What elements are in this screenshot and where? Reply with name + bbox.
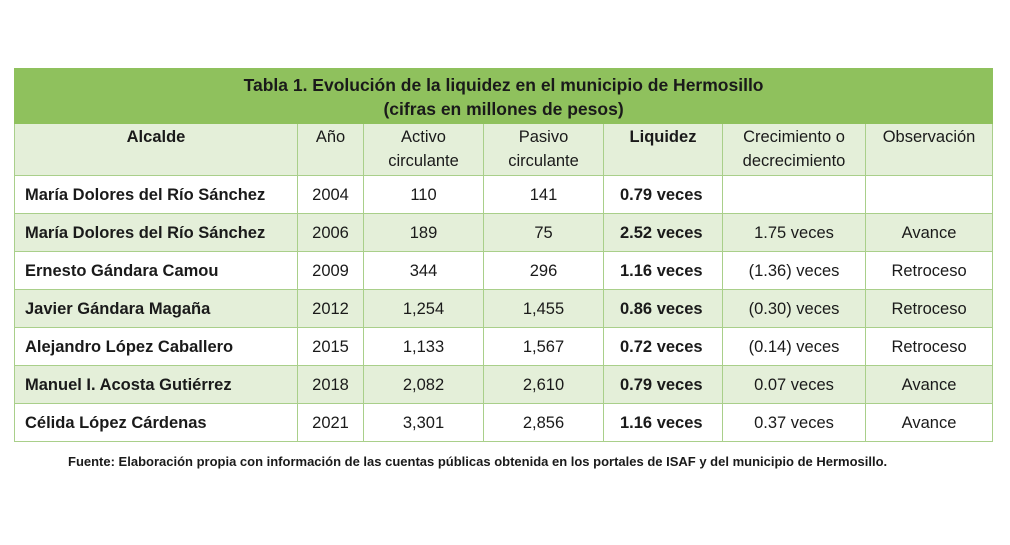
header-crecimiento-line-1: Crecimiento o [743,128,845,146]
cell-crecimiento: 0.07 veces [722,365,866,404]
cell-activo: 2,082 [363,365,484,404]
header-activo: Activo circulante [363,123,484,176]
cell-observacion: Retroceso [864,251,994,290]
header-pasivo: Pasivo circulante [483,123,604,176]
cell-observacion: Avance [864,403,994,442]
header-activo-line-2: circulante [388,152,459,170]
cell-alcalde: Ernesto Gándara Camou [14,251,298,290]
cell-pasivo: 1,455 [483,289,604,328]
cell-anio: 2015 [297,327,364,366]
cell-crecimiento: 1.75 veces [722,213,866,252]
cell-activo: 189 [363,213,484,252]
cell-observacion: Retroceso [864,289,994,328]
cell-alcalde: María Dolores del Río Sánchez [14,213,298,252]
table-title: Tabla 1. Evolución de la liquidez en el … [13,68,994,124]
header-anio: Año [297,123,364,176]
header-activo-line-1: Activo [401,128,446,146]
table-row: María Dolores del Río Sánchez 2006 189 7… [14,213,994,252]
table-row: Célida López Cárdenas 2021 3,301 2,856 1… [14,403,994,442]
cell-activo: 1,133 [363,327,484,366]
cell-alcalde: María Dolores del Río Sánchez [14,175,298,214]
cell-pasivo: 2,856 [483,403,604,442]
cell-liquidez: 1.16 veces [603,403,723,442]
cell-anio: 2004 [297,175,364,214]
table-header-row: Alcalde Año Activo circulante Pasivo cir… [14,123,994,176]
table-row: Javier Gándara Magaña 2012 1,254 1,455 0… [14,289,994,328]
cell-crecimiento: (0.14) veces [722,327,866,366]
cell-liquidez: 0.86 veces [603,289,723,328]
cell-anio: 2006 [297,213,364,252]
liquidity-table: Tabla 1. Evolución de la liquidez en el … [13,68,994,442]
cell-anio: 2012 [297,289,364,328]
table-title-line-1: Tabla 1. Evolución de la liquidez en el … [243,75,764,95]
cell-observacion: Avance [864,213,994,252]
cell-crecimiento: (1.36) veces [722,251,866,290]
header-crecimiento: Crecimiento o decrecimiento [722,123,866,176]
table-row: María Dolores del Río Sánchez 2004 110 1… [14,175,994,214]
header-pasivo-line-2: circulante [508,152,579,170]
cell-alcalde: Alejandro López Caballero [14,327,298,366]
cell-activo: 110 [363,175,484,214]
cell-anio: 2018 [297,365,364,404]
cell-alcalde: Javier Gándara Magaña [14,289,298,328]
header-liquidez: Liquidez [603,123,723,176]
cell-alcalde: Manuel I. Acosta Gutiérrez [14,365,298,404]
table-title-line-2: (cifras en millones de pesos) [383,99,624,119]
cell-pasivo: 1,567 [483,327,604,366]
table-row: Alejandro López Caballero 2015 1,133 1,5… [14,327,994,366]
liquidity-table-container: Tabla 1. Evolución de la liquidez en el … [13,68,994,442]
header-crecimiento-line-2: decrecimiento [742,152,846,170]
table-row: Ernesto Gándara Camou 2009 344 296 1.16 … [14,251,994,290]
cell-activo: 344 [363,251,484,290]
cell-observacion [864,175,994,214]
header-observacion: Observación [864,123,994,176]
cell-liquidez: 0.79 veces [603,175,723,214]
cell-liquidez: 1.16 veces [603,251,723,290]
cell-liquidez: 2.52 veces [603,213,723,252]
cell-pasivo: 296 [483,251,604,290]
header-alcalde: Alcalde [14,123,298,176]
header-pasivo-line-1: Pasivo [518,128,569,146]
cell-crecimiento: (0.30) veces [722,289,866,328]
source-note: Fuente: Elaboración propia con informaci… [68,454,888,469]
cell-observacion: Avance [864,365,994,404]
cell-observacion: Retroceso [864,327,994,366]
cell-activo: 3,301 [363,403,484,442]
cell-anio: 2021 [297,403,364,442]
table-row: Manuel I. Acosta Gutiérrez 2018 2,082 2,… [14,365,994,404]
cell-activo: 1,254 [363,289,484,328]
cell-crecimiento [722,175,866,214]
cell-liquidez: 0.79 veces [603,365,723,404]
cell-pasivo: 75 [483,213,604,252]
cell-pasivo: 2,610 [483,365,604,404]
cell-pasivo: 141 [483,175,604,214]
cell-crecimiento: 0.37 veces [722,403,866,442]
cell-alcalde: Célida López Cárdenas [14,403,298,442]
cell-anio: 2009 [297,251,364,290]
cell-liquidez: 0.72 veces [603,327,723,366]
